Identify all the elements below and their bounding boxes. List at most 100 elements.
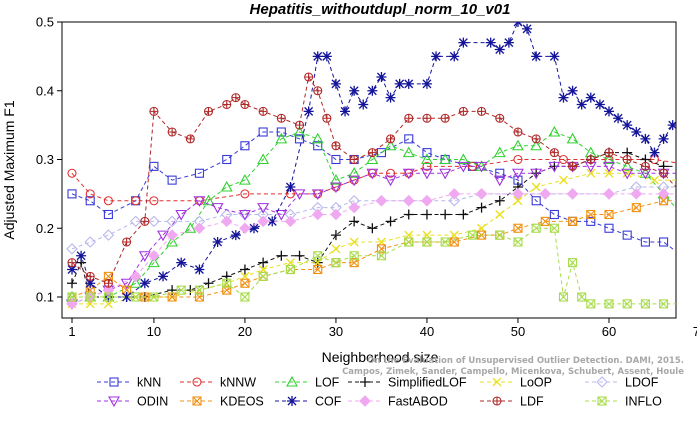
- data-point: [492, 377, 502, 387]
- data-point: [513, 237, 523, 247]
- data-point: [294, 120, 305, 130]
- legend-item-ldof: LDOF: [585, 376, 659, 390]
- data-point: [240, 278, 250, 288]
- data-point: [448, 188, 461, 200]
- data-point: [358, 99, 369, 110]
- legend-label: ODIN: [137, 395, 168, 409]
- data-point: [603, 153, 615, 165]
- data-point: [640, 161, 650, 171]
- data-point: [493, 175, 506, 187]
- data-point: [402, 194, 415, 207]
- data-point: [622, 299, 632, 309]
- data-point: [566, 132, 579, 144]
- legend-item-knnw: kNNW: [180, 376, 256, 390]
- data-point: [622, 230, 632, 240]
- y-tick-label: 0.1: [36, 290, 54, 305]
- data-point: [211, 203, 224, 214]
- data-point: [240, 99, 250, 110]
- data-point: [622, 154, 632, 165]
- legend-label: LDOF: [625, 376, 659, 390]
- data-point: [503, 37, 514, 48]
- legend-item-kdeos: KDEOS: [180, 395, 264, 409]
- data-point: [212, 237, 223, 247]
- data-point: [103, 278, 113, 288]
- data-point: [678, 197, 686, 205]
- data-point: [386, 168, 396, 178]
- data-point: [604, 168, 614, 178]
- legend-label: kNNW: [220, 376, 256, 390]
- data-point: [312, 51, 323, 62]
- data-point: [122, 237, 132, 247]
- data-point: [275, 132, 288, 144]
- data-point: [440, 113, 450, 123]
- data-point: [475, 188, 488, 200]
- x-tick-label: 10: [147, 324, 161, 339]
- data-point: [176, 285, 186, 295]
- data-point: [276, 113, 286, 123]
- credit-line-2: On the Evaluation of Unsupervised Outlie…: [367, 356, 684, 366]
- data-point: [678, 190, 686, 198]
- data-point: [458, 106, 468, 116]
- x-tick-label: 40: [420, 324, 434, 339]
- data-point: [303, 106, 314, 117]
- series-inflo: [67, 223, 686, 309]
- series-layer: [66, 22, 687, 311]
- data-point: [467, 161, 478, 171]
- data-point: [129, 270, 142, 283]
- series-line: [71, 152, 676, 298]
- data-point: [194, 168, 204, 178]
- data-point: [230, 230, 241, 241]
- data-point: [640, 299, 650, 309]
- data-point: [330, 182, 342, 194]
- data-point: [313, 141, 323, 151]
- data-point: [586, 216, 596, 226]
- data-point: [659, 299, 669, 309]
- data-point: [67, 264, 77, 275]
- data-point: [512, 139, 524, 151]
- data-point: [678, 252, 686, 260]
- legend: kNN kNNW LOF SimplifiedLOF LoOP LDOF ODIN KDEOS…: [97, 376, 662, 409]
- data-point: [530, 139, 543, 151]
- data-point: [585, 92, 596, 103]
- data-point: [257, 153, 270, 165]
- legend-label: INFLO: [625, 395, 662, 409]
- data-point: [677, 161, 687, 171]
- data-point: [568, 161, 578, 171]
- data-point: [294, 134, 305, 144]
- data-point: [677, 113, 687, 123]
- data-point: [678, 300, 686, 308]
- data-point: [586, 209, 596, 220]
- data-point: [76, 250, 87, 261]
- data-point: [531, 51, 542, 62]
- data-point: [166, 229, 178, 241]
- x-tick-label: 50: [511, 324, 525, 339]
- data-point: [659, 168, 669, 178]
- data-point: [330, 173, 342, 185]
- data-point: [304, 72, 314, 82]
- data-point: [495, 113, 505, 123]
- data-point: [238, 209, 251, 221]
- data-point: [331, 258, 341, 268]
- data-point: [293, 125, 306, 137]
- data-point: [404, 237, 414, 247]
- data-point: [604, 209, 614, 220]
- data-point: [148, 215, 160, 228]
- data-point: [495, 168, 505, 178]
- data-point: [457, 161, 470, 173]
- data-point: [67, 168, 77, 178]
- data-point: [167, 175, 177, 185]
- data-point: [366, 168, 379, 180]
- data-point: [467, 230, 478, 240]
- data-point: [85, 189, 95, 199]
- data-point: [513, 154, 523, 165]
- data-point: [330, 208, 342, 221]
- data-point: [531, 223, 541, 233]
- data-point: [286, 375, 298, 387]
- data-point: [513, 127, 523, 137]
- data-point: [203, 106, 214, 116]
- data-point: [285, 182, 296, 192]
- data-point: [103, 196, 113, 206]
- data-point: [603, 188, 615, 200]
- legend-label: LOF: [315, 376, 340, 390]
- data-point: [548, 161, 561, 173]
